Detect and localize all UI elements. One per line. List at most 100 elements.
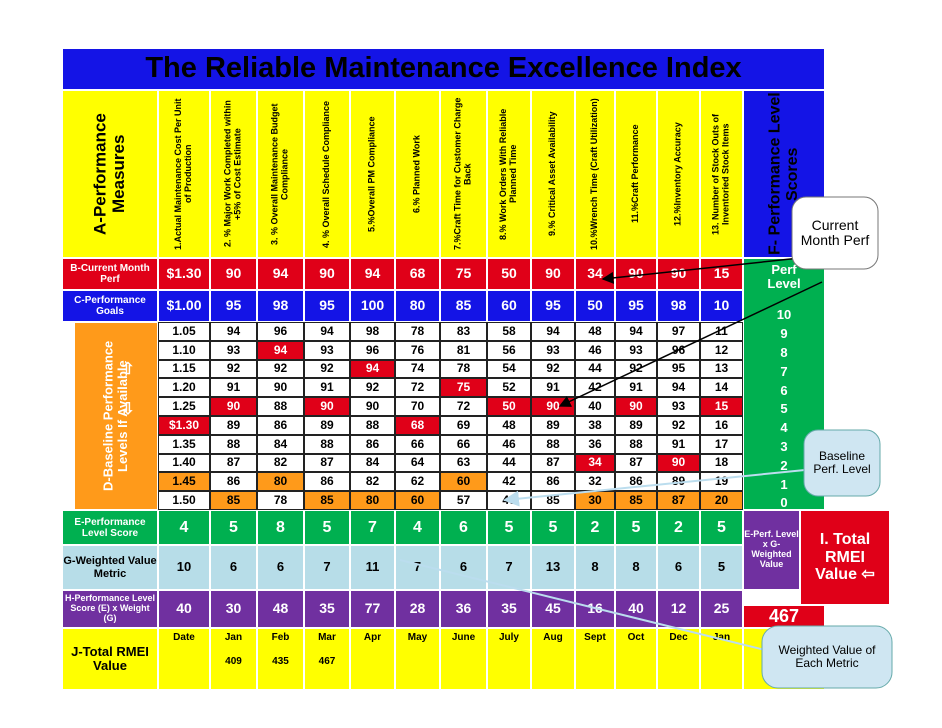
cell-text: 44	[588, 361, 602, 376]
cell: 90	[257, 378, 304, 398]
cell: 77	[350, 590, 395, 628]
row-label-header: A-Performance Measures	[62, 90, 158, 258]
cell: 94	[350, 258, 395, 290]
cell: 87	[657, 491, 700, 510]
cell-text: 85	[226, 492, 241, 507]
cell: 84	[257, 434, 304, 454]
cell: 8	[257, 510, 304, 545]
level: 9	[743, 325, 825, 344]
metric-header-text: 4. % Overall Schedule Compliance	[321, 100, 332, 248]
date: June	[440, 629, 487, 645]
date: Jan	[700, 629, 743, 645]
cell: 85	[615, 491, 657, 510]
cell-text: 87	[320, 455, 334, 470]
cell-text: 1.45	[172, 474, 196, 489]
metric-header-text: 10.%Wrench Time (Craft Utilization)	[589, 98, 600, 250]
metric-header: 7.%Craft Time for Customer Charge Back	[440, 90, 487, 258]
cell-text: 82	[365, 474, 380, 489]
total-text: 467	[768, 605, 800, 626]
cell: 36	[575, 434, 615, 454]
cell: 66	[440, 434, 487, 454]
cell-text: 80	[409, 297, 426, 314]
cell-text: 90	[225, 265, 242, 282]
cell-text: 86	[629, 474, 643, 489]
cell: 90	[531, 258, 575, 290]
cell: 40	[575, 397, 615, 416]
metric-header-text: 13. Number of Stock Outs of Inventoried …	[710, 113, 731, 235]
cell: 95	[210, 290, 257, 322]
level: 0	[743, 494, 825, 513]
cell-text: 86	[320, 474, 334, 489]
cell: 1.05	[158, 322, 210, 341]
level-text: 10	[776, 306, 792, 322]
cell: 92	[350, 378, 395, 398]
cell: 35	[487, 590, 531, 628]
cell: 13	[531, 545, 575, 590]
cell	[257, 628, 304, 690]
cell: 15	[700, 397, 743, 416]
cell: 98	[350, 322, 395, 341]
cell: 92	[210, 359, 257, 379]
cell-text: 87	[226, 455, 241, 470]
cell-text: 89	[629, 417, 643, 432]
cell: 94	[210, 322, 257, 341]
cell: 18	[700, 453, 743, 473]
cell-text: 8	[276, 518, 285, 536]
cell: 93	[210, 340, 257, 360]
cell: 1.50	[158, 491, 210, 510]
cell: 80	[350, 491, 395, 510]
level: 8	[743, 344, 825, 363]
cell: 92	[304, 359, 350, 379]
date-text: Oct	[627, 631, 645, 643]
level-text: 2	[780, 457, 788, 473]
cell-text: 85	[455, 297, 472, 314]
cell-text: 75	[455, 265, 472, 282]
date-text: Dec	[669, 631, 688, 643]
cell: 68	[395, 416, 440, 435]
cell: 17	[700, 434, 743, 454]
cell: 1.20	[158, 378, 210, 398]
cell-text: 48	[502, 417, 516, 432]
cell-text: 91	[546, 380, 560, 395]
cell: $1.30	[158, 416, 210, 435]
cell: 86	[210, 472, 257, 492]
cell: 25	[700, 590, 743, 628]
cell-text: 50	[501, 265, 517, 282]
cell: 5	[304, 510, 350, 545]
cell-text: 94	[272, 265, 289, 282]
arrow-down: ⇩	[118, 400, 138, 420]
cell-text: 1.20	[172, 380, 196, 395]
cell: 81	[440, 340, 487, 360]
date-text: Sept	[584, 631, 606, 643]
cell-text: 7	[323, 559, 331, 575]
cell: 94	[304, 322, 350, 341]
cell-text: 89	[546, 417, 560, 432]
cell-text: 89	[226, 417, 241, 432]
cell-text: $1.00	[166, 297, 202, 314]
cell-text: 86	[365, 436, 380, 451]
cell-text: 88	[629, 436, 643, 451]
cell-text: 32	[588, 474, 602, 489]
cell-text: 94	[364, 265, 381, 282]
cell: 36	[440, 590, 487, 628]
cell: 6	[257, 545, 304, 590]
cell-text: 34	[587, 265, 603, 282]
side-label-text: E-Perf. Level x G-Weighted Value	[744, 529, 799, 569]
cell: 90	[304, 258, 350, 290]
cell: 95	[657, 359, 700, 379]
cell-text: 88	[365, 417, 380, 432]
cell: 46	[575, 340, 615, 360]
cell-text: 88	[546, 436, 560, 451]
cell: 82	[350, 472, 395, 492]
date-text: Jan	[224, 631, 243, 643]
cell: 92	[531, 359, 575, 379]
cell-text: 76	[410, 342, 425, 357]
cell-text: 35	[319, 600, 335, 617]
row-label: E-Performance Level Score	[62, 510, 158, 545]
cell-text: 63	[456, 455, 471, 470]
cell-text: 92	[546, 361, 560, 376]
cell-text: 88	[226, 436, 241, 451]
cell: 78	[257, 491, 304, 510]
cell-text: 91	[671, 436, 686, 451]
